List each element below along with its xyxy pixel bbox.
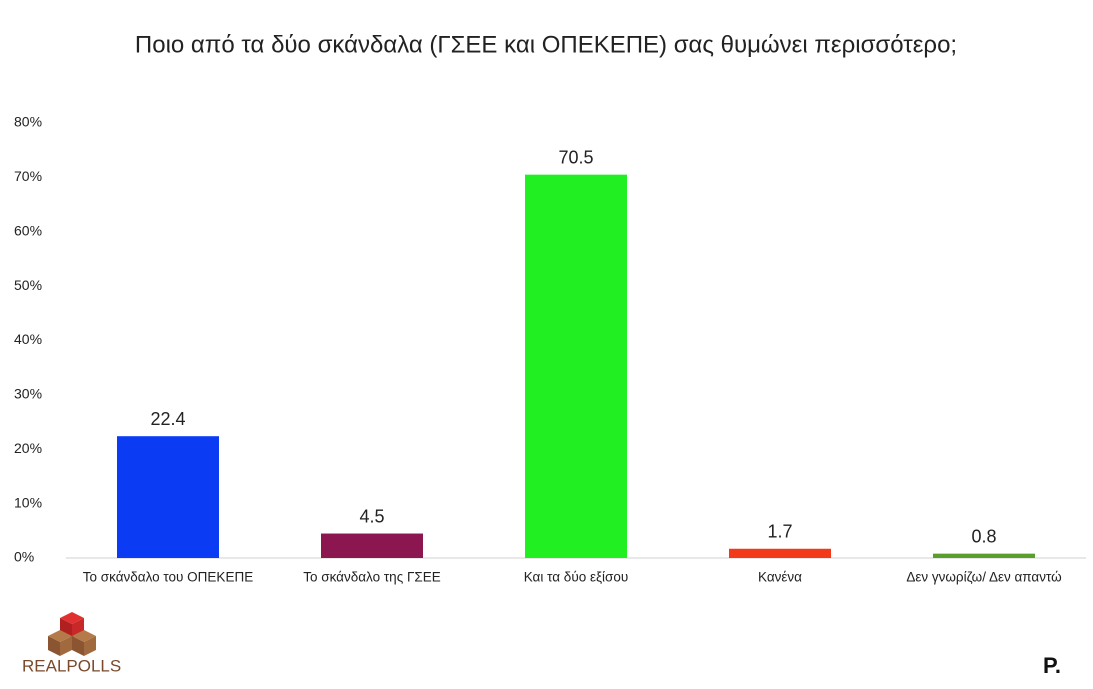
x-tick-label: Κανένα xyxy=(758,570,802,585)
y-tick-label: 0% xyxy=(14,549,34,565)
y-tick-label: 50% xyxy=(14,277,42,293)
bar xyxy=(117,436,219,558)
x-tick-label: Το σκάνδαλο του ΟΠΕΚΕΠΕ xyxy=(83,570,253,585)
y-tick-label: 30% xyxy=(14,386,42,402)
y-tick-label: 20% xyxy=(14,440,42,456)
y-tick-label: 70% xyxy=(14,168,42,184)
y-tick-label: 10% xyxy=(14,494,42,510)
bar xyxy=(729,548,831,558)
bar xyxy=(933,553,1035,558)
value-label: 22.4 xyxy=(150,409,185,429)
bar xyxy=(525,174,627,558)
brand-mark: P. xyxy=(1043,653,1061,678)
value-label: 4.5 xyxy=(359,506,384,526)
value-label: 0.8 xyxy=(971,526,996,546)
y-tick-label: 80% xyxy=(14,114,42,130)
logo-text: REALPOLLS xyxy=(22,656,121,675)
x-tick-label: Το σκάνδαλο της ΓΣΕΕ xyxy=(303,570,441,585)
x-tick-label: Και τα δύο εξίσου xyxy=(524,570,629,585)
y-tick-label: 60% xyxy=(14,222,42,238)
logo-icon xyxy=(48,612,96,656)
bar xyxy=(321,533,423,558)
chart-title: Ποιο από τα δύο σκάνδαλα (ΓΣΕΕ και ΟΠΕΚΕ… xyxy=(135,31,957,58)
x-tick-label: Δεν γνωρίζω/ Δεν απαντώ xyxy=(906,570,1061,585)
value-label: 70.5 xyxy=(558,147,593,167)
value-label: 1.7 xyxy=(767,522,792,542)
y-tick-label: 40% xyxy=(14,331,42,347)
